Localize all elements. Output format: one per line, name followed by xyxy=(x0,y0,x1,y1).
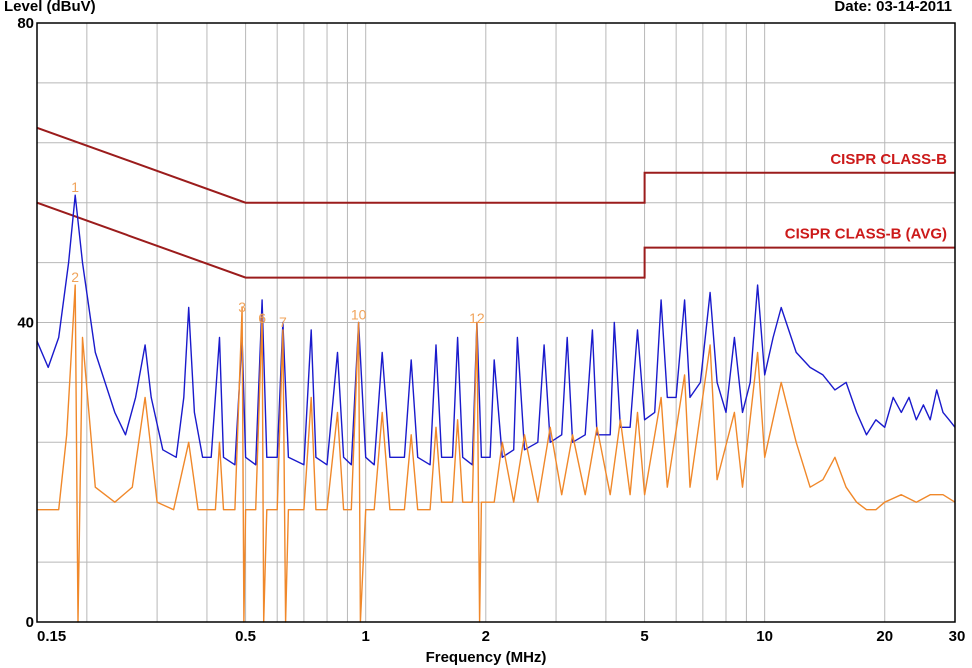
y-tick-label: 0 xyxy=(26,614,34,631)
y-tick-label: 80 xyxy=(17,15,34,32)
limit-line-1 xyxy=(36,126,955,204)
limit-lines: CISPR CLASS-B CISPR CLASS-B (AVG) xyxy=(36,126,955,279)
series-layer xyxy=(36,194,956,623)
date-label: Date: 03-14-2011 xyxy=(834,0,952,15)
x-tick-label: 0.15 xyxy=(37,628,66,645)
series-line-1 xyxy=(36,194,956,466)
x-tick-label: 0.5 xyxy=(235,628,256,645)
plot-frame xyxy=(36,22,956,623)
x-tick-label: 5 xyxy=(640,628,648,645)
limit-label-2: CISPR CLASS-B (AVG) xyxy=(785,226,947,243)
y-tick-label: 40 xyxy=(17,315,34,332)
marker-label: 2 xyxy=(71,269,79,285)
marker-label: 12 xyxy=(469,310,485,326)
x-tick-label: 10 xyxy=(756,628,773,645)
y-axis-label: Level (dBuV) xyxy=(4,0,96,15)
marker-label: 3 xyxy=(238,299,246,315)
series-line-2 xyxy=(37,284,956,623)
limit-line-2 xyxy=(36,201,955,279)
x-tick-label: 1 xyxy=(362,628,370,645)
marker-label: 1 xyxy=(71,179,79,195)
x-axis-label: Frequency (MHz) xyxy=(425,649,547,666)
x-tick-label: 2 xyxy=(482,628,490,645)
marker-label: 7 xyxy=(279,314,287,330)
limit-label-1: CISPR CLASS-B xyxy=(830,151,947,168)
x-tick-label: 30 xyxy=(949,628,966,645)
grid xyxy=(37,23,955,622)
marker-label: 10 xyxy=(351,307,367,323)
marker-label: 6 xyxy=(258,310,266,326)
x-tick-label: 20 xyxy=(876,628,893,645)
